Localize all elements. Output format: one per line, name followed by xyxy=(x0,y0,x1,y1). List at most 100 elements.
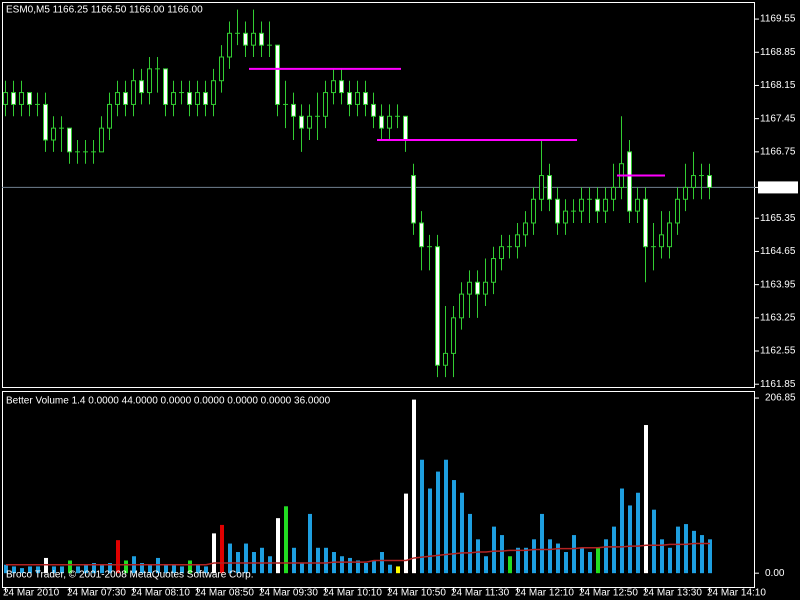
candle-body xyxy=(523,222,528,236)
volume-bar xyxy=(284,506,288,574)
candle-body xyxy=(467,281,472,295)
volume-bar xyxy=(212,533,216,574)
candle-body xyxy=(115,92,120,105)
volume-bar xyxy=(564,552,568,574)
volume-bar xyxy=(388,564,392,574)
candle-body xyxy=(499,246,504,260)
candle-body xyxy=(243,32,248,46)
x-tick-label: 24 Mar 08:50 xyxy=(195,588,254,599)
volume-bar xyxy=(12,566,16,574)
copyright: Broco Trader, © 2001-2008 MetaQuotes Sof… xyxy=(6,570,254,581)
volume-bar xyxy=(652,509,656,574)
volume-bar xyxy=(44,557,48,574)
candle-body xyxy=(163,68,168,105)
volume-bar xyxy=(412,399,416,574)
candle-body xyxy=(203,92,208,105)
candle-body xyxy=(555,198,560,224)
volume-bar xyxy=(484,556,488,574)
y-tick-label: 1165.35 xyxy=(760,213,796,224)
volume-bar xyxy=(204,566,208,574)
x-tick-label: 24 Mar 12:10 xyxy=(515,588,574,599)
candle-body xyxy=(139,80,144,94)
candle-body xyxy=(19,92,24,105)
y-tick-label: 1166.75 xyxy=(760,146,796,157)
candle-body xyxy=(491,258,496,283)
candle-body xyxy=(707,175,712,188)
candle-body xyxy=(195,92,200,105)
candle-body xyxy=(595,198,600,212)
candle-body xyxy=(403,115,408,141)
x-tick-label: 24 Mar 07:30 xyxy=(67,588,126,599)
volume-bar xyxy=(660,539,664,574)
y-tick-label: 1168.15 xyxy=(760,80,796,91)
volume-bar xyxy=(596,547,600,574)
volume-bar xyxy=(116,540,120,574)
volume-bar xyxy=(436,471,440,574)
candle-body xyxy=(171,92,176,105)
volume-bar xyxy=(52,566,56,574)
volume-bar xyxy=(404,493,408,574)
x-tick-label: 24 Mar 12:50 xyxy=(579,588,638,599)
volume-bar xyxy=(532,539,536,574)
volume-bar xyxy=(540,513,544,574)
volume-bar xyxy=(372,560,376,574)
volume-bar xyxy=(356,560,360,574)
candle-body xyxy=(43,103,48,141)
volume-bar xyxy=(500,535,504,574)
volume-bar xyxy=(444,459,448,574)
y-tick-label: 1169.55 xyxy=(760,14,796,25)
y-tick-label: 1163.25 xyxy=(760,312,796,323)
volume-bar xyxy=(300,563,304,574)
y-tick-label: 206.85 xyxy=(765,393,796,404)
candle-body xyxy=(691,175,696,188)
volume-bar xyxy=(636,492,640,574)
volume-bar xyxy=(228,543,232,574)
volume-bar xyxy=(548,539,552,574)
candle-body xyxy=(187,92,192,105)
x-tick-label: 24 Mar 13:30 xyxy=(643,588,702,599)
candle-body xyxy=(611,186,616,200)
volume-bar xyxy=(76,566,80,574)
candle-body xyxy=(539,175,544,200)
volume-bar xyxy=(572,535,576,574)
y-tick-label: 1167.45 xyxy=(760,113,796,124)
volume-bar xyxy=(244,543,248,574)
x-tick-label: 24 Mar 2010 xyxy=(3,588,60,599)
volume-bar xyxy=(4,564,8,574)
volume-bar xyxy=(268,556,272,574)
candle-body xyxy=(51,127,56,141)
volume-bar xyxy=(508,556,512,574)
volume-bar xyxy=(468,513,472,574)
volume-average-line xyxy=(6,542,710,566)
candle-body xyxy=(459,293,464,319)
candle-body xyxy=(291,103,296,117)
candle-body xyxy=(3,92,8,105)
candle-body xyxy=(331,80,336,94)
candle-body xyxy=(371,103,376,117)
x-tick-label: 24 Mar 11:30 xyxy=(451,588,510,599)
volume-bar xyxy=(84,564,88,574)
candle-body xyxy=(123,92,128,105)
chart-title: ESM0,M5 1166.25 1166.50 1166.00 1166.00 xyxy=(6,5,203,16)
volume-bar xyxy=(460,492,464,574)
volume-bar xyxy=(164,564,168,574)
volume-bar xyxy=(524,547,528,574)
candle-body xyxy=(683,186,688,200)
candle-body xyxy=(659,234,664,248)
volume-bar xyxy=(260,547,264,574)
volume-bar xyxy=(196,564,200,574)
indicator-title: Better Volume 1.4 0.0000 44.0000 0.0000 … xyxy=(6,396,331,407)
volume-bar xyxy=(580,547,584,574)
candle-body xyxy=(531,198,536,224)
y-tick-label: 1166.00 xyxy=(760,182,796,193)
candle-body xyxy=(603,198,608,212)
y-tick-label: 1163.95 xyxy=(760,279,796,290)
candle-body xyxy=(563,210,568,224)
volume-bar xyxy=(220,524,224,574)
front-layer: 1161.85 1162.55 1163.25 1163.95 1164.65 1165.… xyxy=(3,14,798,599)
candle-body xyxy=(411,175,416,224)
candle-body xyxy=(347,92,352,105)
y-tick-label: 1164.65 xyxy=(760,246,796,257)
candle-body xyxy=(27,92,32,105)
